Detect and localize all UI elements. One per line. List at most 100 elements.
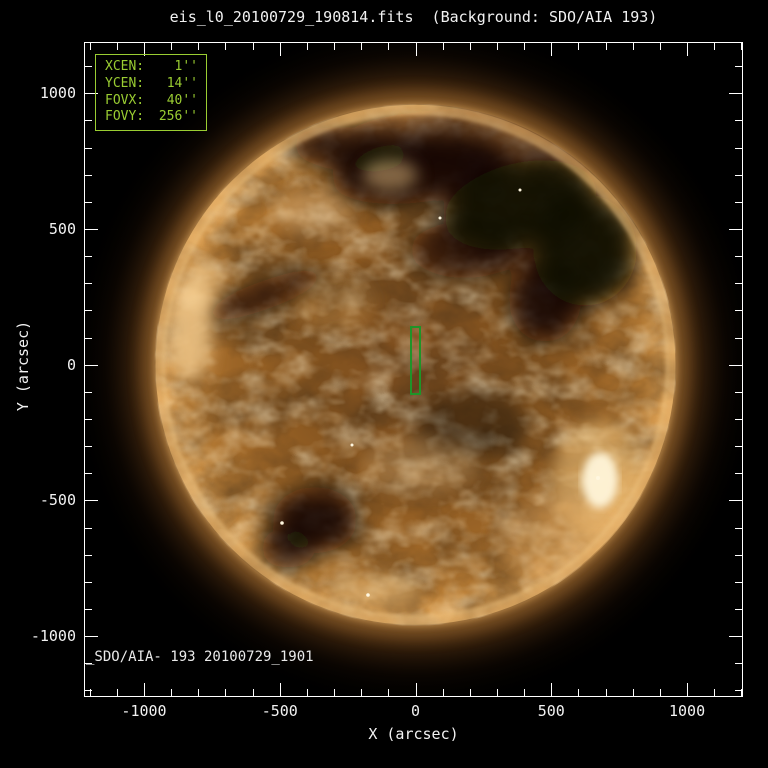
fov-rectangle	[410, 326, 421, 395]
tick-mark	[307, 689, 308, 696]
fov-info-value: 1''	[174, 59, 198, 74]
tick-mark	[85, 473, 92, 474]
tick-mark	[735, 609, 742, 610]
tick-mark	[388, 689, 389, 696]
tick-mark	[361, 689, 362, 696]
y-tick-label: 500	[48, 220, 76, 239]
tick-mark	[735, 202, 742, 203]
tick-mark	[660, 689, 661, 696]
tick-mark	[85, 202, 92, 203]
tick-mark	[85, 690, 92, 691]
tick-mark	[361, 43, 362, 50]
tick-mark	[470, 43, 471, 50]
fov-info-value: 40''	[166, 92, 198, 108]
tick-mark	[198, 43, 199, 50]
tick-mark	[735, 120, 742, 121]
y-tick-label: 1000	[39, 84, 76, 103]
tick-mark	[578, 689, 579, 696]
y-tick-label: 0	[66, 355, 76, 374]
tick-mark	[85, 365, 98, 366]
tick-mark	[524, 689, 525, 696]
tick-mark	[388, 43, 389, 50]
tick-mark	[735, 582, 742, 583]
tick-mark	[85, 256, 92, 257]
tick-mark	[735, 528, 742, 529]
fov-info-label: XCEN:	[105, 59, 145, 74]
tick-mark	[334, 689, 335, 696]
tick-mark	[85, 582, 92, 583]
tick-mark	[729, 500, 742, 501]
tick-mark	[729, 636, 742, 637]
tick-mark	[416, 683, 417, 696]
tick-mark	[117, 689, 118, 696]
tick-mark	[280, 43, 281, 56]
tick-mark	[85, 148, 92, 149]
tick-mark	[85, 120, 92, 121]
fov-info-row: FOVY: 256''	[105, 109, 198, 126]
tick-mark	[687, 683, 688, 696]
tick-mark	[90, 689, 91, 696]
sun-image	[85, 43, 742, 696]
fov-info-row: FOVX: 40''	[105, 93, 198, 110]
tick-mark	[225, 43, 226, 50]
y-tick-label: -500	[39, 491, 76, 510]
x-tick-label: 0	[411, 702, 421, 720]
tick-mark	[735, 175, 742, 176]
tick-mark	[198, 689, 199, 696]
tick-mark	[85, 392, 92, 393]
tick-mark	[90, 43, 91, 50]
tick-mark	[416, 43, 417, 56]
tick-mark	[85, 175, 92, 176]
tick-mark	[660, 43, 661, 50]
tick-mark	[714, 43, 715, 50]
tick-mark	[253, 43, 254, 50]
tick-mark	[497, 689, 498, 696]
plot-title: eis_l0_20100729_190814.fits (Background:…	[169, 8, 658, 26]
fov-info-label: YCEN:	[105, 75, 145, 91]
fov-info-label: FOVY:	[105, 109, 145, 125]
tick-mark	[735, 310, 742, 311]
tick-mark	[470, 689, 471, 696]
background-image-label: _SDO/AIA- 193 20100729_1901	[86, 649, 314, 665]
fov-info-label: FOVX:	[105, 92, 145, 108]
tick-mark	[85, 66, 92, 67]
tick-mark	[729, 229, 742, 230]
tick-mark	[735, 392, 742, 393]
tick-mark	[307, 43, 308, 50]
fov-info-row: YCEN: 14''	[105, 76, 198, 93]
x-axis-title: X (arcsec)	[368, 725, 459, 743]
fov-info-box: XCEN: 1'' YCEN: 14'' FOVX: 40'' FOVY: 256''	[95, 54, 207, 131]
tick-mark	[85, 500, 98, 501]
tick-mark	[85, 663, 92, 664]
x-tick-label: 500	[537, 702, 565, 720]
x-tick-label: -500	[261, 702, 298, 720]
x-tick-label: 1000	[669, 702, 706, 720]
tick-mark	[280, 683, 281, 696]
tick-mark	[171, 43, 172, 50]
tick-mark	[171, 689, 172, 696]
active-region-core	[582, 452, 618, 508]
tick-mark	[524, 43, 525, 50]
tick-mark	[85, 283, 92, 284]
tick-mark	[687, 43, 688, 56]
tick-mark	[117, 43, 118, 50]
tick-mark	[735, 256, 742, 257]
tick-mark	[443, 43, 444, 50]
tick-mark	[741, 689, 742, 696]
tick-mark	[741, 43, 742, 50]
fov-info-value: 14''	[166, 75, 198, 91]
tick-mark	[443, 689, 444, 696]
tick-mark	[85, 310, 92, 311]
y-axis-title: Y (arcsec)	[14, 320, 32, 412]
tick-mark	[578, 43, 579, 50]
tick-mark	[606, 43, 607, 50]
tick-mark	[735, 283, 742, 284]
tick-mark	[735, 338, 742, 339]
tick-mark	[735, 446, 742, 447]
tick-mark	[144, 43, 145, 56]
tick-mark	[85, 229, 98, 230]
tick-mark	[735, 66, 742, 67]
tick-mark	[729, 93, 742, 94]
tick-mark	[633, 43, 634, 50]
tick-mark	[714, 689, 715, 696]
